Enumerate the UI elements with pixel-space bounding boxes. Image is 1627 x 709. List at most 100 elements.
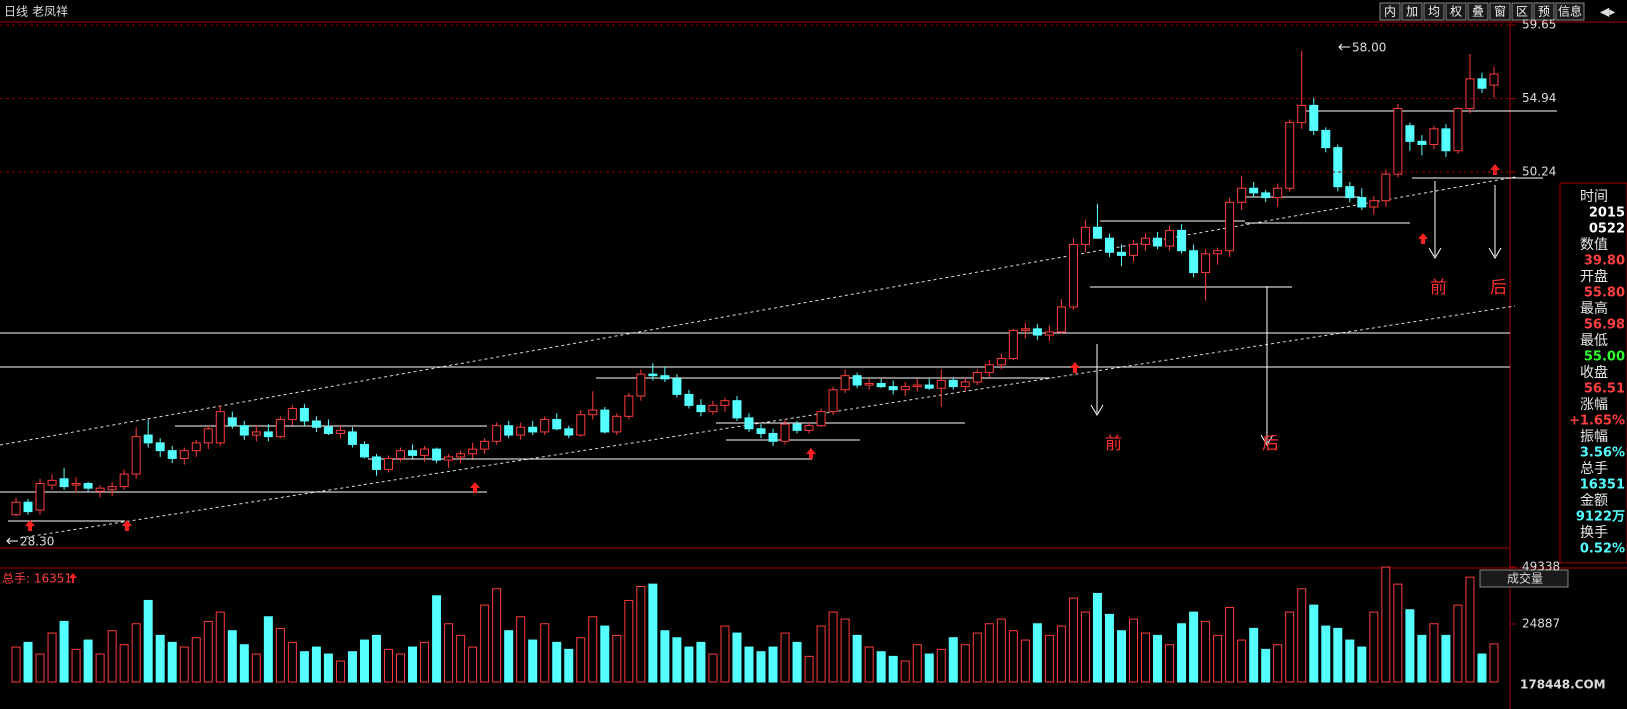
toolbar-button[interactable]: 信息 bbox=[1555, 2, 1585, 21]
candle-body bbox=[1441, 128, 1451, 152]
button-label[interactable]: 预 bbox=[1538, 5, 1550, 19]
volume-bar bbox=[516, 616, 526, 683]
candle-body bbox=[924, 384, 934, 389]
candle-body bbox=[47, 479, 57, 486]
info-value: 55.00 bbox=[1584, 350, 1625, 365]
candle-body bbox=[684, 393, 694, 406]
candle-body bbox=[299, 407, 309, 422]
candle-body bbox=[1393, 108, 1403, 175]
info-label: 振幅 bbox=[1580, 429, 1608, 445]
button-label[interactable]: 窗 bbox=[1494, 5, 1506, 19]
candle-body bbox=[335, 429, 345, 434]
button-label[interactable]: 信息 bbox=[1558, 4, 1582, 19]
volume-bar bbox=[756, 651, 766, 683]
info-label: 金额 bbox=[1580, 493, 1608, 509]
button-box[interactable] bbox=[1423, 2, 1445, 21]
info-label: 数值 bbox=[1580, 237, 1608, 253]
candle-body bbox=[107, 486, 117, 491]
volume-bar bbox=[299, 651, 309, 683]
button-box[interactable] bbox=[1555, 2, 1585, 21]
candle-body bbox=[468, 448, 478, 455]
button-label[interactable]: 叠 bbox=[1472, 5, 1484, 19]
indicator-label[interactable]: 成交量 bbox=[1507, 571, 1543, 586]
volume-bar bbox=[143, 599, 153, 683]
volume-bar bbox=[672, 637, 682, 683]
toolbar-button[interactable]: 预 bbox=[1533, 2, 1555, 21]
candle-body bbox=[371, 456, 381, 470]
signal-arrow bbox=[806, 448, 816, 459]
volume-bar bbox=[1032, 623, 1042, 683]
button-box[interactable] bbox=[1445, 2, 1467, 21]
volume-bar bbox=[768, 646, 778, 683]
candle-body bbox=[1297, 104, 1307, 124]
volume-bar bbox=[696, 641, 706, 683]
signal-arrow bbox=[69, 573, 77, 583]
candle-body bbox=[1104, 237, 1114, 253]
candle-body bbox=[600, 409, 610, 433]
volume-bar bbox=[960, 644, 970, 683]
button-box[interactable] bbox=[1467, 2, 1489, 21]
candle-body bbox=[852, 375, 862, 386]
info-label: 换手 bbox=[1580, 524, 1608, 541]
button-box[interactable] bbox=[1401, 2, 1423, 21]
info-value: 55.80 bbox=[1584, 286, 1625, 301]
button-box[interactable] bbox=[1511, 2, 1533, 21]
nav-icon[interactable]: ◀▸ bbox=[1600, 5, 1615, 19]
candle-body bbox=[1189, 250, 1199, 274]
candle-body bbox=[1201, 253, 1211, 274]
candle-body bbox=[11, 501, 21, 516]
candle-body bbox=[960, 381, 970, 388]
volume-bar bbox=[660, 630, 670, 683]
button-label[interactable]: 均 bbox=[1428, 5, 1440, 19]
info-value: 0.52% bbox=[1580, 542, 1625, 557]
candle-body bbox=[948, 379, 958, 388]
button-label[interactable]: 内 bbox=[1384, 5, 1396, 19]
info-value: 9122万 bbox=[1576, 510, 1625, 525]
volume-bar bbox=[1104, 613, 1114, 683]
toolbar-button[interactable]: 叠 bbox=[1467, 2, 1489, 21]
button-label[interactable]: 权 bbox=[1450, 5, 1462, 19]
volume-bar bbox=[275, 627, 285, 683]
volume-bar bbox=[1417, 634, 1427, 683]
candle-body bbox=[564, 428, 574, 436]
candle-body bbox=[708, 404, 718, 413]
indicator-button[interactable]: 成交量 bbox=[1479, 569, 1569, 588]
button-label[interactable]: 加 bbox=[1406, 5, 1418, 19]
stock-name: 老凤祥 bbox=[32, 5, 68, 19]
volume-bar bbox=[251, 653, 261, 683]
toolbar-button[interactable]: 区 bbox=[1511, 2, 1533, 21]
volume-bar bbox=[95, 653, 105, 683]
toolbar-button[interactable]: 均 bbox=[1423, 2, 1445, 21]
volume-bar bbox=[1309, 604, 1319, 683]
volume-bar bbox=[1056, 625, 1066, 683]
toolbar-button[interactable]: 权 bbox=[1445, 2, 1467, 21]
button-box[interactable] bbox=[1379, 2, 1401, 21]
volume-bar bbox=[83, 639, 93, 683]
button-box[interactable] bbox=[1489, 2, 1511, 21]
volume-bar bbox=[311, 646, 321, 683]
volume-bar bbox=[612, 634, 622, 683]
indicator-box[interactable] bbox=[1479, 569, 1569, 588]
volume-bar bbox=[1189, 611, 1199, 683]
button-box[interactable] bbox=[1533, 2, 1555, 21]
volume-bar bbox=[203, 620, 213, 683]
annotation: 后 bbox=[1262, 434, 1279, 454]
volume-bar bbox=[576, 637, 586, 683]
toolbar-button[interactable]: 窗 bbox=[1489, 2, 1511, 21]
volume-bar bbox=[179, 646, 189, 683]
volume-bar bbox=[107, 630, 117, 683]
annotation: 前 bbox=[1430, 278, 1447, 298]
volume-bar bbox=[1333, 627, 1343, 683]
toolbar-button[interactable]: 加 bbox=[1401, 2, 1423, 21]
volume-bar bbox=[1465, 576, 1475, 683]
candle-body bbox=[864, 382, 874, 386]
volume-bar bbox=[636, 585, 646, 683]
button-label[interactable]: 区 bbox=[1516, 5, 1528, 19]
arrow bbox=[1090, 344, 1104, 416]
info-label: 涨幅 bbox=[1580, 397, 1608, 413]
toolbar-button[interactable]: 内 bbox=[1379, 2, 1401, 21]
volume-bar bbox=[35, 653, 45, 683]
low-label: 28.30 bbox=[20, 535, 54, 549]
volume-bar bbox=[468, 646, 478, 683]
candle-body bbox=[696, 404, 706, 413]
